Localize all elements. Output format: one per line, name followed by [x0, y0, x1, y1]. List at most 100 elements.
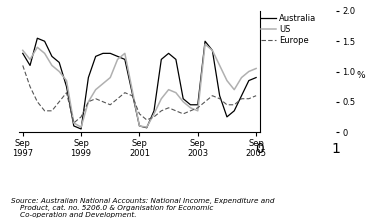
Australia [93, 55, 98, 58]
US [93, 88, 98, 91]
US [57, 70, 62, 73]
Australia [50, 55, 54, 58]
Europe [64, 91, 69, 94]
Europe [130, 94, 134, 97]
Australia [108, 52, 113, 55]
US [210, 49, 215, 52]
US [246, 70, 251, 73]
US [196, 110, 200, 112]
Europe [203, 100, 207, 103]
US [173, 91, 178, 94]
Australia [21, 52, 25, 55]
US [86, 100, 91, 103]
US [137, 125, 142, 127]
US [232, 88, 236, 91]
Australia [188, 103, 193, 106]
US [181, 100, 186, 103]
US [166, 88, 171, 91]
US [130, 88, 134, 91]
Europe [181, 112, 186, 115]
Australia [173, 58, 178, 61]
Legend: Australia, US, Europe: Australia, US, Europe [260, 13, 317, 46]
Australia [57, 61, 62, 64]
US [188, 106, 193, 109]
US [108, 76, 113, 79]
US [64, 79, 69, 82]
Europe [86, 100, 91, 103]
Australia [64, 85, 69, 88]
Europe [108, 103, 113, 106]
Australia [232, 110, 236, 112]
Europe [57, 100, 62, 103]
Europe [217, 97, 222, 100]
Australia [152, 110, 156, 112]
Europe [254, 94, 258, 97]
Europe [115, 97, 120, 100]
Australia [101, 52, 105, 55]
Europe [246, 97, 251, 100]
Australia [239, 94, 244, 97]
Line: Australia: Australia [23, 38, 256, 129]
Europe [42, 110, 47, 112]
Europe [152, 116, 156, 118]
Line: US: US [23, 44, 256, 127]
Australia [254, 76, 258, 79]
Australia [86, 76, 91, 79]
US [115, 58, 120, 61]
Australia [144, 126, 149, 129]
Europe [101, 100, 105, 103]
Australia [79, 128, 83, 130]
Australia [246, 79, 251, 82]
Australia [203, 40, 207, 42]
Europe [28, 85, 32, 88]
US [144, 126, 149, 128]
US [225, 79, 229, 82]
Australia [225, 116, 229, 118]
Australia [115, 55, 120, 58]
Europe [50, 110, 54, 112]
Europe [173, 110, 178, 112]
US [35, 46, 40, 49]
Europe [137, 112, 142, 115]
Europe [239, 97, 244, 100]
US [123, 52, 127, 55]
Europe [225, 103, 229, 106]
Australia [159, 58, 163, 61]
Europe [123, 91, 127, 94]
Europe [166, 106, 171, 109]
Australia [35, 37, 40, 40]
US [79, 126, 83, 128]
Australia [28, 64, 32, 67]
Text: Source: Australian National Accounts: National Income, Expenditure and
    Produ: Source: Australian National Accounts: Na… [11, 197, 275, 218]
Europe [144, 119, 149, 121]
US [50, 64, 54, 67]
US [71, 122, 76, 124]
US [217, 64, 222, 67]
US [159, 97, 163, 100]
Australia [166, 52, 171, 55]
Europe [93, 97, 98, 100]
US [239, 76, 244, 79]
Europe [79, 116, 83, 118]
Australia [137, 125, 142, 127]
US [254, 67, 258, 70]
Australia [71, 125, 76, 127]
US [101, 82, 105, 85]
Australia [130, 91, 134, 94]
US [42, 52, 47, 55]
Europe [35, 100, 40, 103]
Australia [217, 94, 222, 97]
Australia [210, 49, 215, 52]
Europe [232, 103, 236, 106]
US [28, 58, 32, 61]
Europe [196, 106, 200, 109]
Australia [181, 97, 186, 100]
Europe [21, 64, 25, 67]
Line: Europe: Europe [23, 66, 256, 123]
US [203, 43, 207, 46]
Australia [42, 40, 47, 42]
Europe [188, 110, 193, 112]
Australia [123, 58, 127, 61]
Europe [71, 122, 76, 124]
Australia [196, 103, 200, 106]
